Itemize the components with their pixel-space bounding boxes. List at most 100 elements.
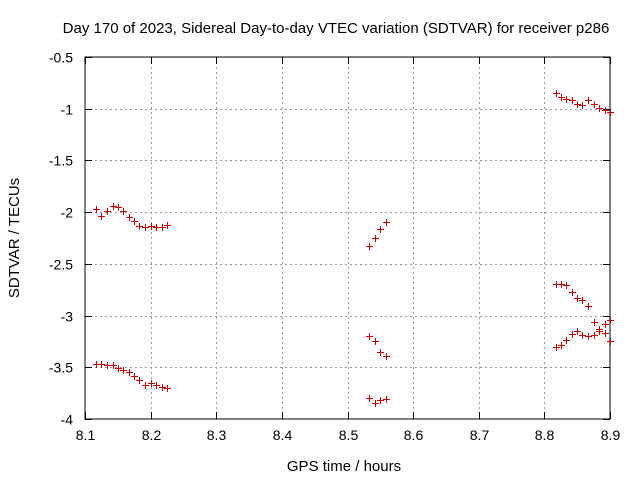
series-satellite-7 bbox=[553, 281, 614, 333]
data-point bbox=[98, 361, 105, 368]
data-point bbox=[607, 109, 614, 116]
data-point bbox=[153, 224, 160, 231]
data-point bbox=[383, 353, 390, 360]
data-point bbox=[558, 94, 565, 101]
data-point bbox=[148, 223, 155, 230]
data-point bbox=[596, 105, 603, 112]
x-tick-label: 8.8 bbox=[535, 427, 555, 443]
data-point bbox=[372, 338, 379, 345]
data-point bbox=[553, 344, 560, 351]
data-point bbox=[372, 235, 379, 242]
series-satellite-2 bbox=[93, 361, 171, 392]
data-point bbox=[377, 349, 384, 356]
data-point bbox=[164, 222, 171, 229]
data-point bbox=[366, 333, 373, 340]
data-point bbox=[591, 332, 598, 339]
data-point bbox=[110, 362, 117, 369]
chart-title: Day 170 of 2023, Sidereal Day-to-day VTE… bbox=[63, 20, 610, 37]
data-point bbox=[569, 331, 576, 338]
data-point bbox=[602, 107, 609, 114]
series-satellite-3 bbox=[366, 219, 390, 250]
data-point bbox=[98, 213, 105, 220]
data-point bbox=[159, 384, 166, 391]
data-point bbox=[159, 224, 166, 231]
x-tick-label: 8.5 bbox=[339, 427, 359, 443]
data-point bbox=[579, 332, 586, 339]
data-point bbox=[366, 243, 373, 250]
data-point bbox=[142, 224, 149, 231]
data-point bbox=[579, 102, 586, 109]
data-point bbox=[148, 380, 155, 387]
data-point bbox=[585, 97, 592, 104]
data-point bbox=[569, 97, 576, 104]
y-tick-label: -2 bbox=[61, 205, 74, 221]
y-tick-label: -2.5 bbox=[49, 257, 73, 273]
data-point bbox=[164, 385, 171, 392]
grid-lines bbox=[85, 57, 610, 419]
data-point bbox=[383, 219, 390, 226]
y-tick-label: -1 bbox=[61, 102, 74, 118]
axis-ticks bbox=[85, 57, 611, 420]
x-tick-label: 8.6 bbox=[404, 427, 424, 443]
data-point bbox=[602, 330, 609, 337]
y-tick-label: -4 bbox=[61, 412, 74, 428]
data-point bbox=[104, 208, 111, 215]
y-tick-label: -1.5 bbox=[49, 153, 73, 169]
series-satellite-6 bbox=[553, 90, 614, 116]
data-point bbox=[574, 101, 581, 108]
data-point bbox=[591, 101, 598, 108]
data-point bbox=[136, 377, 143, 384]
data-point bbox=[607, 317, 614, 324]
data-point bbox=[383, 396, 390, 403]
data-points bbox=[93, 90, 614, 407]
x-tick-label: 8.3 bbox=[207, 427, 227, 443]
data-point bbox=[563, 337, 570, 344]
data-point bbox=[115, 204, 122, 211]
x-tick-label: 8.4 bbox=[273, 427, 293, 443]
data-point bbox=[596, 328, 603, 335]
data-point bbox=[142, 382, 149, 389]
data-point bbox=[602, 321, 609, 328]
data-point bbox=[104, 362, 111, 369]
data-point bbox=[372, 400, 379, 407]
data-point bbox=[563, 282, 570, 289]
data-point bbox=[115, 365, 122, 372]
y-tick-label: -3.5 bbox=[49, 360, 73, 376]
plot-frame bbox=[84, 56, 611, 420]
data-point bbox=[585, 303, 592, 310]
x-tick-label: 8.2 bbox=[142, 427, 162, 443]
data-point bbox=[126, 369, 133, 376]
data-point bbox=[579, 297, 586, 304]
data-point bbox=[553, 90, 560, 97]
data-point bbox=[377, 397, 384, 404]
data-point bbox=[563, 96, 570, 103]
data-point bbox=[607, 338, 614, 345]
data-point bbox=[126, 214, 133, 221]
y-tick-label: -3 bbox=[61, 309, 74, 325]
x-tick-label: 8.9 bbox=[601, 427, 621, 443]
data-point bbox=[131, 373, 138, 380]
y-tick-labels: -0.5 -1 -1.5 -2 -2.5 -3 -3.5 -4 bbox=[49, 50, 73, 428]
data-point bbox=[120, 367, 127, 374]
x-axis-label: GPS time / hours bbox=[287, 458, 401, 475]
x-tick-labels: 8.1 8.2 8.3 8.4 8.5 8.6 8.7 8.8 8.9 bbox=[76, 427, 621, 443]
data-point bbox=[93, 206, 100, 213]
data-point bbox=[558, 342, 565, 349]
data-point bbox=[377, 226, 384, 233]
data-point bbox=[574, 295, 581, 302]
data-point bbox=[153, 382, 160, 389]
data-point bbox=[591, 319, 598, 326]
data-point bbox=[574, 328, 581, 335]
data-point bbox=[131, 218, 138, 225]
data-point bbox=[136, 223, 143, 230]
series-satellite-5 bbox=[366, 395, 390, 407]
data-point bbox=[120, 208, 127, 215]
x-tick-label: 8.7 bbox=[470, 427, 490, 443]
series-satellite-1 bbox=[93, 203, 171, 231]
data-point bbox=[569, 289, 576, 296]
x-tick-label: 8.1 bbox=[76, 427, 96, 443]
y-tick-label: -0.5 bbox=[49, 50, 73, 66]
series-satellite-4 bbox=[366, 333, 390, 360]
y-axis-label: SDTVAR / TECUs bbox=[6, 178, 23, 298]
